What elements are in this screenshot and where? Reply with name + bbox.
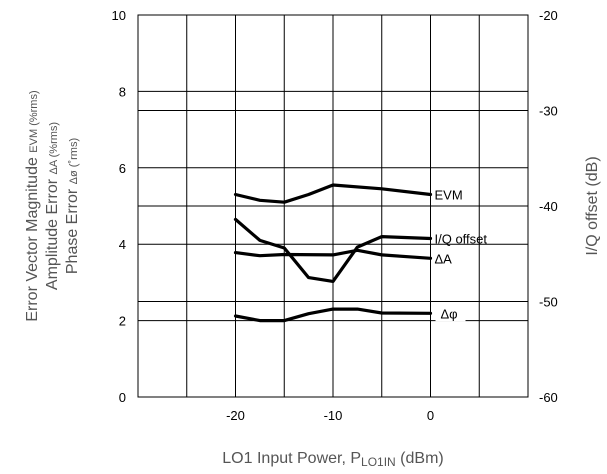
series-label: EVM [435, 188, 463, 203]
series-line [233, 183, 433, 204]
grid-lines [138, 15, 528, 397]
series-line [233, 307, 433, 323]
x-axis-title-unit: (dBm) [396, 450, 444, 467]
y-tick-label: 0 [119, 390, 126, 405]
series-line [233, 217, 433, 283]
y2-tick-label: -50 [539, 295, 558, 310]
y-axis-title-line: Phase Error [64, 184, 81, 274]
series-label: ΔA [435, 251, 453, 266]
series-lines [233, 183, 433, 323]
y-tick-label: 6 [119, 161, 126, 176]
y-axis-title-line: Amplitude Error [44, 174, 61, 290]
y-tick-label: 10 [112, 8, 126, 23]
y-axis-title: Error Vector Magnitude EVM (%rms) Amplitu… [24, 90, 81, 321]
x-axis-title-sub: LO1IN [361, 455, 396, 469]
tick-labels: -20 -10 0 0 2 4 6 8 10 -60 -50 -40 -30 -20 [112, 8, 558, 423]
plot-frame [137, 14, 529, 398]
series-labels: EVM I/Q offset ΔA Δφ [435, 188, 488, 322]
y2-tick-label: -20 [539, 8, 558, 23]
y-axis-title-sub: Δø (˚rms) [68, 138, 80, 184]
y2-tick-label: -30 [539, 104, 558, 119]
y2-axis-title: I/Q offset (dB) [584, 156, 601, 255]
y-tick-label: 4 [119, 237, 126, 252]
x-tick-label: 0 [427, 408, 434, 423]
series-label-bg [435, 305, 466, 322]
y-tick-label: 2 [119, 314, 126, 329]
y-tick-label: 8 [119, 84, 126, 99]
y2-tick-label: -60 [539, 390, 558, 405]
x-tick-label: -10 [324, 408, 343, 423]
y2-tick-label: -40 [539, 199, 558, 214]
series-line [233, 248, 433, 260]
x-axis-title: LO1 Input Power, PLO1IN (dBm) [222, 450, 443, 469]
y-axis-title-sub: EVM (%rms) [28, 90, 40, 152]
series-label: Δφ [441, 306, 458, 321]
x-axis-title-main: LO1 Input Power, P [222, 450, 361, 467]
y-axis-title-line: Error Vector Magnitude [24, 153, 41, 322]
series-label: I/Q offset [435, 231, 488, 246]
y-axis-title-sub: ΔA (%rms) [48, 122, 60, 175]
x-tick-label: -20 [226, 408, 245, 423]
